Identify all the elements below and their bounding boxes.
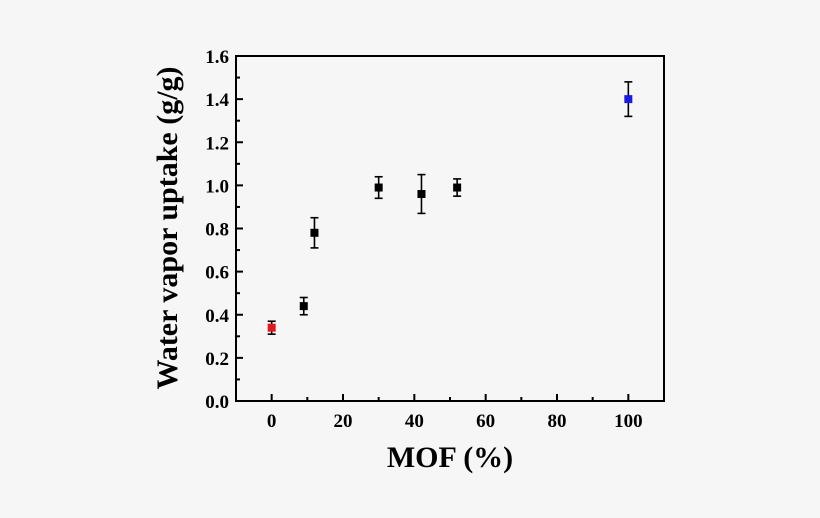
y-tick-label: 0.4	[205, 306, 229, 327]
y-tick-label: 0.6	[205, 263, 229, 284]
x-tick-label: 60	[476, 411, 495, 432]
marker-square	[624, 95, 633, 104]
y-tick-label: 1.6	[205, 47, 229, 68]
x-tick-label: 20	[334, 411, 353, 432]
marker-square	[374, 183, 383, 192]
marker-square	[267, 323, 276, 332]
marker-square	[310, 228, 319, 237]
y-tick-label: 0.8	[205, 220, 229, 241]
marker-square	[417, 190, 426, 198]
data-points	[267, 81, 633, 335]
data-point	[374, 175, 383, 200]
x-tick-label: 40	[405, 411, 424, 432]
y-tick-label: 0.2	[205, 349, 229, 370]
data-point	[453, 178, 462, 197]
y-tick-label: 1.4	[205, 90, 229, 111]
data-point	[299, 296, 308, 316]
data-point	[624, 81, 633, 118]
y-tick-label: 1.2	[205, 133, 229, 154]
plot-frame	[235, 55, 665, 402]
x-tick-label: 0	[267, 411, 277, 432]
y-tick-label: 1.0	[205, 176, 229, 197]
marker-square	[299, 302, 308, 311]
axis-ticks: 0.0 0.2 0.4 0.6 0.8 1.0 1.2 1.4 1.6 0 20 40 60 80 100	[205, 47, 665, 432]
data-point	[417, 173, 426, 215]
x-tick-label: 100	[614, 411, 643, 432]
data-point	[310, 216, 319, 249]
x-axis-title: MOF (%)	[387, 441, 513, 474]
x-tick-label: 80	[548, 411, 567, 432]
marker-square	[453, 183, 462, 192]
y-tick-label: 0.0	[205, 392, 229, 413]
y-axis-title: Water vapor uptake (g/g)	[151, 66, 184, 389]
data-point	[267, 320, 276, 335]
